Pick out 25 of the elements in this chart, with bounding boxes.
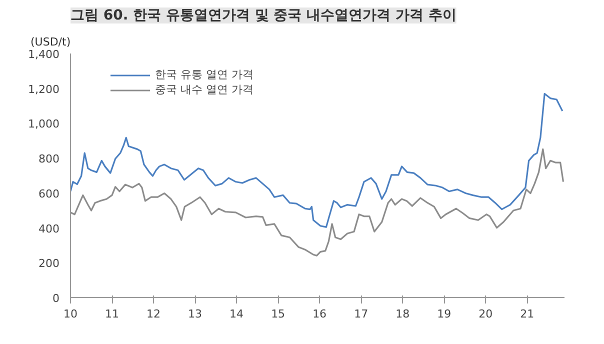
x-tick-label: 19 [437,308,452,320]
x-tick-label: 12 [146,308,161,320]
y-tick-label: 0 [52,292,60,305]
x-tick-label: 13 [188,308,202,320]
x-tick-label: 18 [396,308,410,320]
x-tick-label: 20 [478,308,493,320]
legend-label: 중국 내수 열연 가격 [155,82,254,97]
y-tick-label: 600 [38,187,60,200]
x-tick-label: 14 [230,308,244,320]
y-axis-title: (USD/t) [30,36,71,48]
y-tick-label: 1,000 [28,118,60,131]
y-tick-label: 1,400 [28,48,60,61]
x-tick-label: 17 [354,308,368,320]
x-tick-label: 21 [520,308,534,320]
x-tick-label: 16 [312,308,327,320]
y-tick-label: 200 [38,257,60,270]
x-tick-label: 10 [64,308,78,320]
line-series [70,148,564,256]
y-tick-label: 800 [38,152,60,166]
y-tick-label: 400 [38,222,60,236]
x-tick-label: 15 [271,308,286,320]
legend-label: 한국 유통 열연 가격 [155,67,254,82]
chart-title: 그림 60. 한국 유통열연가격 및 중국 내수열연가격 가격 추이 [70,8,456,24]
x-tick-label: 11 [105,308,120,320]
y-tick-label: 1,200 [28,82,60,96]
